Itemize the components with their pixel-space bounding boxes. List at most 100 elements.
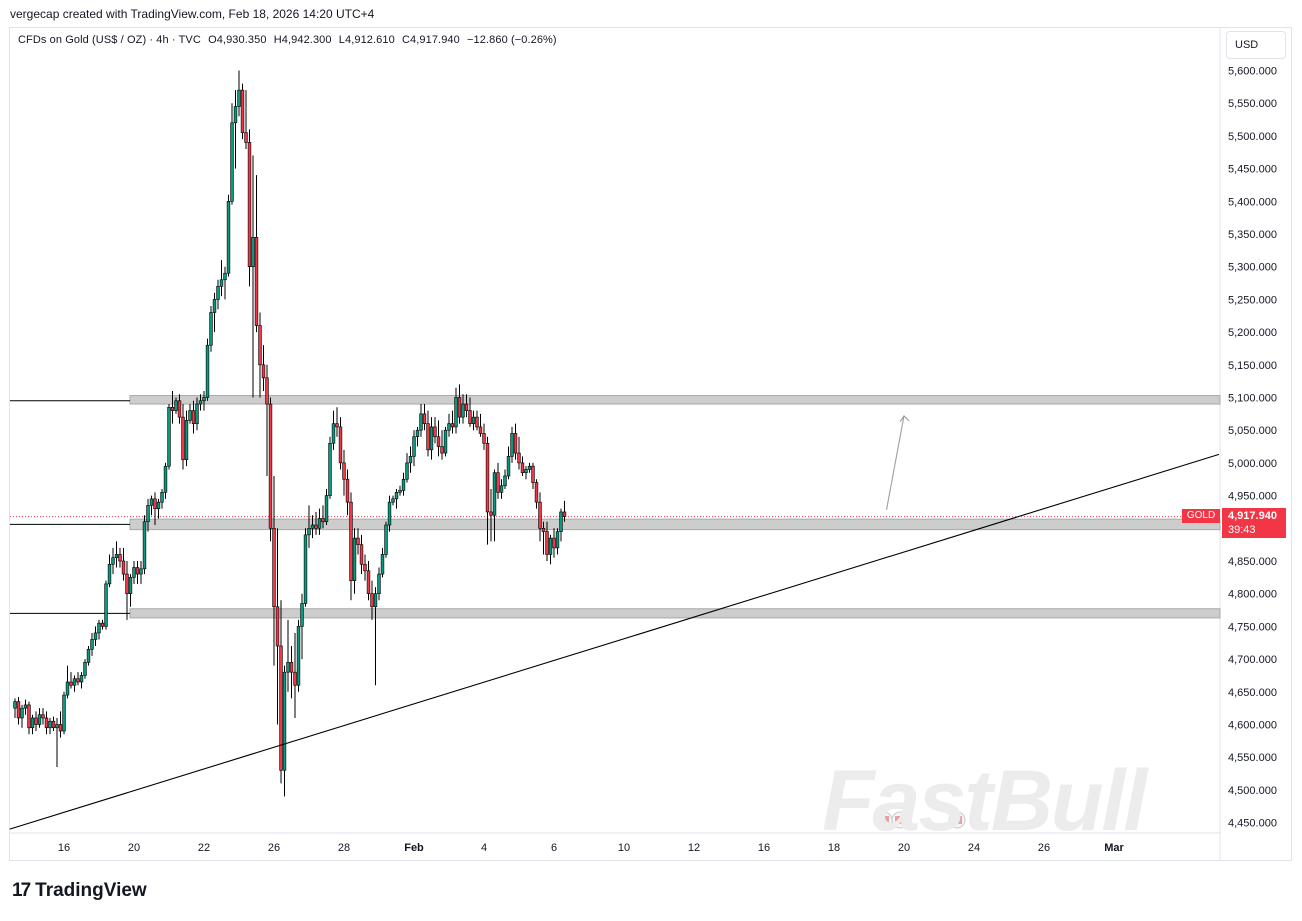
candle-body <box>552 537 556 549</box>
candle-body <box>268 403 273 529</box>
candle-body <box>37 714 42 725</box>
y-tick-label: 5,550.000 <box>1228 98 1277 110</box>
chart-attribution: vergecap created with TradingView.com, F… <box>10 7 375 21</box>
candle-body <box>13 701 17 709</box>
currency-selector[interactable]: USD <box>1226 31 1286 59</box>
candle-body <box>363 563 367 572</box>
candle-body <box>261 364 266 379</box>
ascending-trendline <box>9 453 1220 830</box>
x-tick-label: 16 <box>58 842 70 854</box>
candle-body <box>209 312 213 346</box>
candle-body <box>289 662 294 673</box>
candle-body <box>415 429 420 438</box>
x-tick-label: 16 <box>758 842 770 854</box>
candle-body <box>293 671 297 686</box>
candle-body <box>97 622 101 634</box>
flag-icon <box>895 816 905 824</box>
candle-body <box>331 423 336 444</box>
candle-body <box>345 478 350 503</box>
candle-body <box>244 132 248 143</box>
y-tick-label: 5,050.000 <box>1228 425 1277 437</box>
candle-body <box>279 645 283 771</box>
candle-body <box>373 593 378 608</box>
candle-body <box>310 524 315 529</box>
candle-body <box>534 482 539 503</box>
ohlc-legend: CFDs on Gold (US$ / OZ) · 4h · TVC O4,93… <box>18 34 561 46</box>
y-tick-label: 4,600.000 <box>1228 720 1277 732</box>
candle-body <box>177 400 182 418</box>
y-tick-label: 5,600.000 <box>1228 66 1277 78</box>
high-value: H4,942.300 <box>273 34 332 46</box>
candle-body <box>205 344 210 398</box>
y-tick-label: 5,150.000 <box>1228 360 1277 372</box>
candle-body <box>517 452 521 464</box>
candle-body <box>226 201 231 274</box>
candle-body <box>237 89 241 107</box>
symbol-label[interactable]: CFDs on Gold (US$ / OZ) · 4h · TVC <box>18 34 201 46</box>
y-tick-label: 4,750.000 <box>1228 621 1277 633</box>
candle-body <box>258 325 262 366</box>
x-tick-label: 24 <box>968 842 980 854</box>
candle-body <box>202 397 206 402</box>
candle-body <box>352 537 357 581</box>
candle-body <box>506 456 511 477</box>
candle-body <box>562 511 567 517</box>
candle-body <box>51 720 56 729</box>
candle-body <box>335 423 339 428</box>
candle-body <box>496 472 500 493</box>
candle-body <box>223 272 227 281</box>
candle-body <box>450 423 455 428</box>
candle-body <box>167 407 171 467</box>
candle-body <box>555 531 560 549</box>
candle-body <box>429 426 434 451</box>
last-price-value: 4,917.940 <box>1228 510 1277 522</box>
y-tick-label: 5,100.000 <box>1228 393 1277 405</box>
projection-arrow-line <box>885 415 905 511</box>
projection-arrowhead <box>899 414 910 423</box>
candle-body <box>107 563 112 585</box>
candle-body <box>307 527 311 536</box>
candle-body <box>492 472 497 516</box>
candle-body <box>41 714 45 719</box>
candle-body <box>76 678 80 683</box>
candle-body <box>366 570 371 594</box>
y-tick-label: 4,850.000 <box>1228 556 1277 568</box>
candle-body <box>545 531 549 555</box>
y-tick-label: 4,950.000 <box>1228 491 1277 503</box>
y-tick-label: 4,450.000 <box>1228 818 1277 830</box>
candle-body <box>212 299 217 313</box>
sr-zone-2 <box>129 518 1221 531</box>
candle-body <box>163 465 168 493</box>
candle-body <box>34 717 38 725</box>
candle-body <box>356 537 360 545</box>
candle-body <box>93 632 98 640</box>
close-value: C4,917.940 <box>401 34 460 46</box>
candle-body <box>65 681 70 696</box>
candle-body <box>16 701 21 719</box>
candle-body <box>349 501 353 581</box>
symbol-price-tag: GOLD <box>1182 509 1220 523</box>
candle-body <box>170 407 175 411</box>
candle-body <box>538 501 542 529</box>
candle-body <box>69 681 73 686</box>
candle-body <box>265 377 269 405</box>
tradingview-brand[interactable]: 17 TradingView <box>12 880 147 902</box>
candle-body <box>111 557 115 565</box>
x-tick-label: 6 <box>551 842 557 854</box>
y-tick-label: 5,000.000 <box>1228 458 1277 470</box>
brand-name: TradingView <box>35 880 147 901</box>
candle-body <box>216 286 220 300</box>
y-tick-label: 4,500.000 <box>1228 785 1277 797</box>
candle-body <box>471 416 476 424</box>
candle-body <box>174 400 178 411</box>
x-tick-label: 26 <box>1038 842 1050 854</box>
candle-body <box>380 554 385 575</box>
change-value: −12.860 (−0.26%) <box>467 34 557 46</box>
candle-body <box>394 492 399 500</box>
candle-body <box>541 527 546 532</box>
candle-body <box>135 567 140 575</box>
candle-body <box>328 442 332 496</box>
candle-body <box>83 662 87 676</box>
chart-frame[interactable] <box>9 27 1292 861</box>
candle-body <box>272 527 276 608</box>
